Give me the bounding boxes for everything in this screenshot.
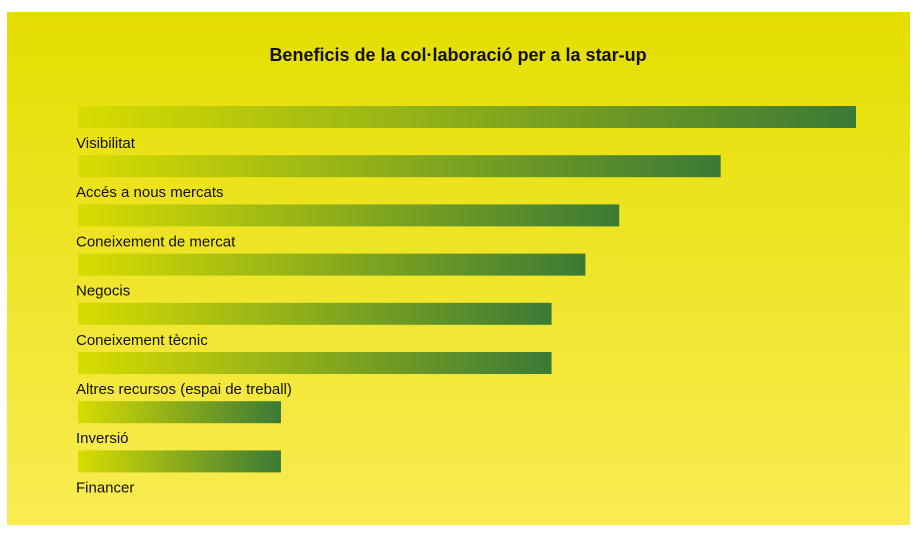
category-label: Altres recursos (espai de treball) xyxy=(76,381,292,398)
category-label: Inversió xyxy=(76,430,129,447)
bar xyxy=(78,155,721,178)
category-label: Financer xyxy=(76,479,134,496)
category-label: Visibilitat xyxy=(76,135,136,152)
category-label: Negocis xyxy=(76,283,130,300)
category-label: Accés a nous mercats xyxy=(76,184,224,201)
bar xyxy=(78,204,620,227)
bar xyxy=(78,302,552,325)
bar xyxy=(78,253,586,276)
chart-title: Beneficis de la col·laboració per a la s… xyxy=(269,45,646,65)
category-label: Coneixement tècnic xyxy=(76,332,208,349)
bar xyxy=(78,106,856,128)
bar xyxy=(78,352,552,374)
bar xyxy=(78,450,281,473)
category-label: Coneixement de mercat xyxy=(76,233,236,250)
bar xyxy=(78,401,281,424)
